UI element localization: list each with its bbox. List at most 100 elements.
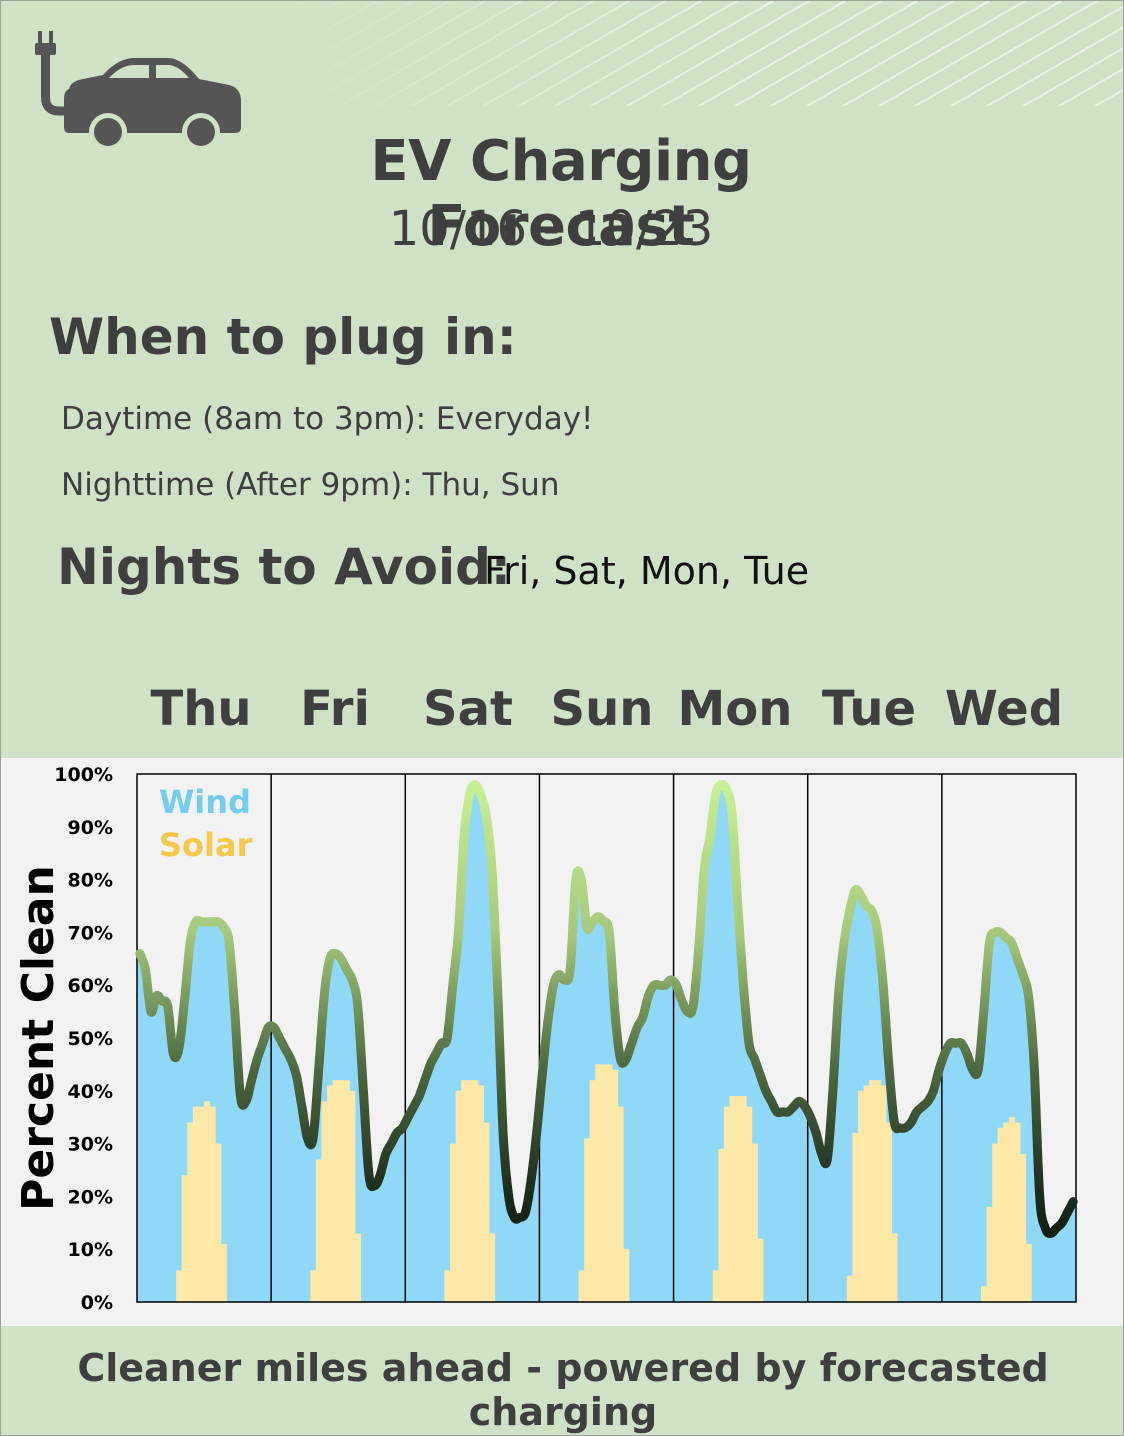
solar-area	[176, 1064, 1032, 1302]
solar-bar	[880, 1085, 887, 1302]
wind-bar	[712, 795, 719, 1302]
wind-bar	[220, 927, 227, 1302]
solar-bar	[472, 1080, 479, 1302]
wind-bar	[1059, 1222, 1066, 1302]
wind-bar	[701, 869, 708, 1302]
wind-bar	[980, 1011, 987, 1302]
wind-bar	[354, 1006, 361, 1302]
wind-bar	[248, 1080, 255, 1302]
solar-bar	[986, 1206, 993, 1302]
wind-bar	[830, 1090, 837, 1302]
solar-bar	[578, 1270, 585, 1302]
solar-bar	[327, 1085, 334, 1302]
avoid-days: Fri, Sat, Mon, Tue	[484, 549, 810, 593]
wind-bar	[271, 1027, 278, 1302]
solar-bar	[997, 1127, 1004, 1302]
solar-bar	[1008, 1117, 1015, 1302]
solar-bar	[187, 1122, 194, 1302]
wind-bar	[813, 1133, 820, 1302]
solar-bar	[584, 1138, 591, 1302]
wind-bar	[774, 1111, 781, 1302]
wind-bar	[1003, 937, 1010, 1302]
wind-bar	[997, 932, 1004, 1302]
wind-bar	[382, 1154, 389, 1302]
solar-bar	[315, 1159, 322, 1302]
wind-bar	[433, 1053, 440, 1302]
wind-bar	[824, 1159, 831, 1302]
solar-bar	[600, 1064, 607, 1302]
wind-bar	[500, 1133, 507, 1302]
wind-bar	[807, 1117, 814, 1302]
wind-bar	[684, 1011, 691, 1302]
wind-bar	[690, 1006, 697, 1302]
wind-bar	[237, 1096, 244, 1302]
decorative-stripes	[271, 1, 1123, 106]
wind-bar	[287, 1059, 294, 1302]
solar-bar	[852, 1133, 859, 1302]
wind-bar	[511, 1217, 518, 1302]
wind-bar	[545, 1022, 552, 1302]
wind-bar	[651, 985, 658, 1302]
solar-bar	[483, 1122, 490, 1302]
wind-bar	[528, 1180, 535, 1302]
y-axis-ticks: 0% 10% 20% 30% 40% 50% 60% 70% 80% 90% 100%	[54, 764, 113, 1314]
wind-bar	[707, 837, 714, 1302]
solar-bar	[477, 1085, 484, 1302]
wind-bar	[148, 1011, 155, 1302]
wind-bar	[181, 1001, 188, 1302]
solar-bar	[846, 1275, 853, 1302]
wind-bar	[1064, 1212, 1071, 1302]
wind-bar	[450, 985, 456, 1302]
day-label-thu: Thu	[150, 681, 252, 737]
wind-bar	[282, 1048, 289, 1302]
wind-bar	[170, 1053, 177, 1302]
wind-bar	[992, 932, 999, 1302]
solar-bar	[874, 1080, 881, 1302]
wind-bar	[673, 985, 680, 1302]
wind-bar	[410, 1106, 417, 1302]
wind-bar	[1042, 1228, 1049, 1302]
wind-bar	[723, 789, 730, 1302]
wind-bar	[187, 942, 194, 1302]
y-tick-label: 40%	[68, 1081, 113, 1103]
wind-bar	[986, 942, 993, 1302]
wind-bar	[763, 1090, 769, 1302]
wind-bar	[623, 1059, 630, 1302]
wind-bar	[444, 1038, 451, 1302]
page-title: EV Charging Forecast	[370, 129, 752, 259]
solar-bar	[444, 1270, 451, 1302]
y-tick-label: 100%	[54, 764, 113, 786]
wind-bar	[567, 969, 574, 1302]
solar-bar	[751, 1143, 758, 1302]
wind-bar	[494, 985, 501, 1302]
wind-bar	[159, 1001, 166, 1302]
wind-bar	[925, 1101, 932, 1302]
wind-bar	[539, 1074, 546, 1302]
day-label-tue: Tue	[821, 681, 917, 737]
plug-in-heading: When to plug in:	[49, 308, 517, 366]
y-tick-label: 80%	[68, 870, 113, 892]
wind-bar	[505, 1196, 512, 1302]
solar-bar	[858, 1090, 865, 1302]
wind-bar	[695, 948, 702, 1302]
day-label-wed: Wed	[944, 681, 1064, 737]
footer-tagline: Cleaner miles ahead - powered by forecas…	[77, 1346, 1049, 1434]
wind-bar	[969, 1069, 976, 1302]
wind-bar	[578, 879, 585, 1302]
wind-bar	[964, 1053, 971, 1302]
solar-bar	[209, 1106, 216, 1302]
solar-bar	[623, 1249, 630, 1302]
wind-bar	[902, 1127, 909, 1302]
solar-bar	[343, 1080, 350, 1302]
wind-bar	[790, 1106, 797, 1302]
y-axis-label: Percent Clean	[13, 865, 64, 1211]
wind-bar	[634, 1027, 641, 1302]
wind-bar	[785, 1111, 792, 1302]
wind-bar	[422, 1080, 429, 1302]
solar-bar	[1025, 1243, 1032, 1302]
avoid-heading: Nights to Avoid:	[57, 538, 511, 596]
y-tick-label: 10%	[68, 1239, 113, 1261]
wind-bar	[215, 921, 222, 1302]
wind-bar	[416, 1096, 423, 1302]
solar-bar	[198, 1106, 205, 1302]
